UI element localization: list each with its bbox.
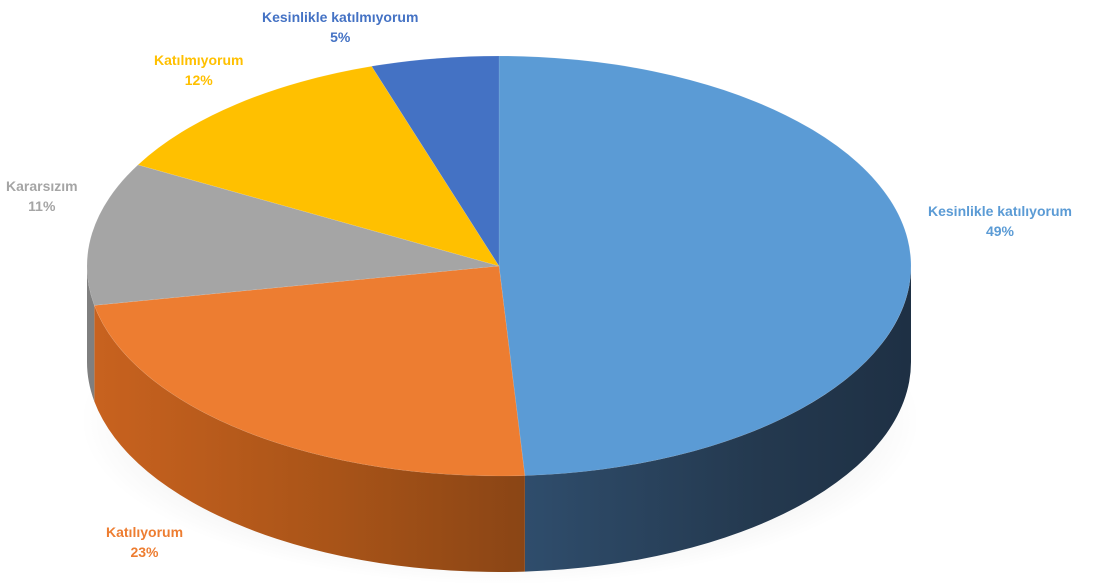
pie-slice-kararsızım — [86, 164, 500, 306]
slice-label-kararsizim: Kararsızım 11% — [6, 176, 78, 216]
slice-name: Kesinlikle katılmıyorum — [262, 9, 419, 25]
slice-percent: 23% — [130, 544, 159, 560]
pie-slice-katılıyorum — [93, 265, 526, 477]
slice-percent: 49% — [985, 223, 1014, 239]
slice-name: Kesinlikle katılıyorum — [928, 203, 1072, 219]
slice-percent: 5% — [330, 29, 351, 45]
slice-label-katilmiyorum: Katılmıyorum 12% — [154, 50, 243, 90]
pie-slice-katılmıyorum — [137, 65, 500, 267]
pie-side-katılıyorum — [94, 305, 525, 573]
slice-percent: 11% — [28, 198, 56, 214]
slice-name: Kararsızım — [6, 178, 78, 194]
pie-slice-kesinlikle-katılmıyorum — [371, 55, 500, 268]
slice-percent: 12% — [184, 72, 213, 88]
pie-slice-kesinlikle-katılıyorum — [498, 55, 912, 476]
slice-name: Katılmıyorum — [154, 52, 244, 68]
slice-name: Katılıyorum — [106, 524, 184, 540]
slice-label-kesinlikle-katiliyorum: Kesinlikle katılıyorum 49% — [928, 201, 1072, 241]
pie-side-kararsızım — [87, 266, 95, 402]
slice-label-katiliyorum: Katılıyorum 23% — [106, 522, 183, 562]
pie-side-kesinlikle-katılıyorum — [524, 266, 911, 572]
slice-label-kesinlikle-katilmiyorum: Kesinlikle katılmıyorum 5% — [262, 7, 418, 47]
